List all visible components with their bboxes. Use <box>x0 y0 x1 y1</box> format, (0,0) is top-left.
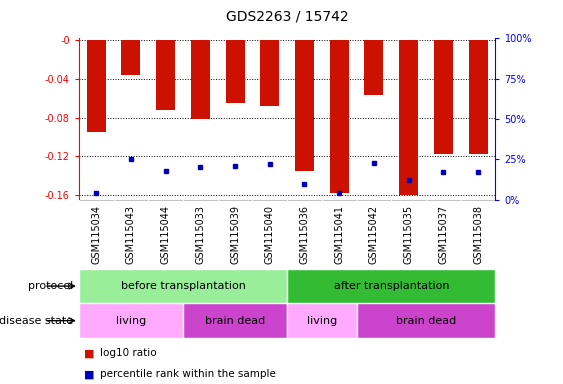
Text: ■: ■ <box>84 348 95 358</box>
Text: GSM115035: GSM115035 <box>404 205 414 264</box>
Bar <box>226 40 244 103</box>
Text: GSM115043: GSM115043 <box>126 205 136 264</box>
Text: GSM115039: GSM115039 <box>230 205 240 264</box>
Bar <box>79 303 183 338</box>
Text: log10 ratio: log10 ratio <box>100 348 157 358</box>
Text: brain dead: brain dead <box>396 316 456 326</box>
Bar <box>330 40 348 193</box>
Text: GSM115040: GSM115040 <box>265 205 275 264</box>
Text: living: living <box>307 316 337 326</box>
Bar <box>287 303 356 338</box>
Text: GSM115037: GSM115037 <box>439 205 448 264</box>
Text: before transplantation: before transplantation <box>120 281 245 291</box>
Bar <box>356 303 495 338</box>
Text: protocol: protocol <box>28 281 73 291</box>
Bar <box>183 303 287 338</box>
Bar <box>434 40 453 154</box>
Bar <box>122 40 140 75</box>
Text: GSM115033: GSM115033 <box>195 205 205 264</box>
Bar <box>399 40 418 195</box>
Text: GSM115042: GSM115042 <box>369 205 379 264</box>
Bar <box>364 40 383 95</box>
Bar <box>87 40 106 132</box>
Text: disease state: disease state <box>0 316 73 326</box>
Text: GSM115034: GSM115034 <box>91 205 101 264</box>
Text: ■: ■ <box>84 369 95 379</box>
Text: living: living <box>116 316 146 326</box>
Bar <box>260 40 279 106</box>
Text: brain dead: brain dead <box>205 316 265 326</box>
Text: percentile rank within the sample: percentile rank within the sample <box>100 369 276 379</box>
Bar <box>295 40 314 171</box>
Bar <box>191 40 210 119</box>
Text: GSM115044: GSM115044 <box>160 205 171 264</box>
Text: GSM115036: GSM115036 <box>300 205 310 264</box>
Text: GDS2263 / 15742: GDS2263 / 15742 <box>226 9 348 23</box>
Text: GSM115038: GSM115038 <box>473 205 483 264</box>
Bar <box>287 269 495 303</box>
Bar <box>79 269 287 303</box>
Bar <box>156 40 175 110</box>
Text: after transplantation: after transplantation <box>333 281 449 291</box>
Text: GSM115041: GSM115041 <box>334 205 344 264</box>
Bar <box>468 40 488 154</box>
